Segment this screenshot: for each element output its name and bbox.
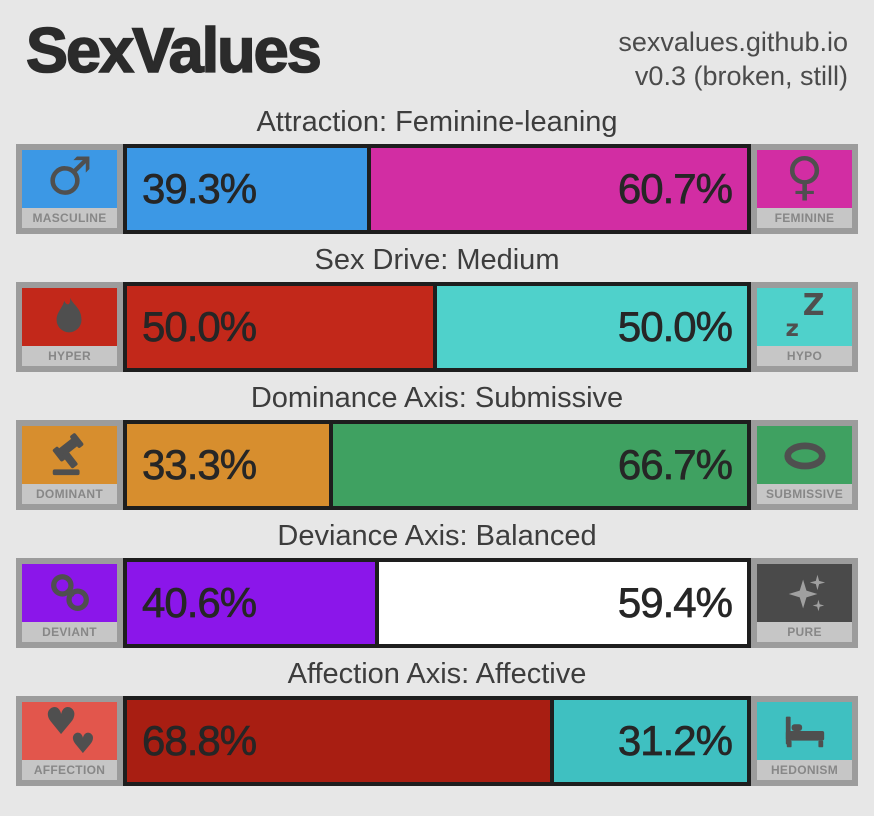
header: SexValues sexvalues.github.io v0.3 (brok… xyxy=(0,10,874,104)
sex-drive-bar: 50.0% 50.0% xyxy=(123,281,751,372)
dominant-endpoint: DOMINANT xyxy=(16,419,123,510)
endpoint-label: DEVIANT xyxy=(22,621,117,642)
endpoint-label: DOMINANT xyxy=(22,483,117,504)
handcuffs-icon xyxy=(22,563,117,622)
hedonism-endpoint: HEDONISM xyxy=(751,695,858,786)
bar-right-segment: 50.0% xyxy=(437,285,747,368)
attraction-bar: 39.3% 60.7% xyxy=(123,143,751,234)
bar-left-segment: 40.6% xyxy=(127,561,379,644)
axis-title: Sex Drive: Medium xyxy=(314,243,560,276)
site-version: v0.3 (broken, still) xyxy=(634,60,848,91)
bar-left-segment: 68.8% xyxy=(127,699,554,782)
collar-icon xyxy=(757,425,852,484)
bar-right-segment: 66.7% xyxy=(333,423,747,506)
right-percent: 66.7% xyxy=(617,440,734,488)
left-percent: 33.3% xyxy=(142,440,258,488)
submissive-endpoint: SUBMISSIVE xyxy=(751,419,858,510)
right-percent: 31.2% xyxy=(617,716,734,764)
left-percent: 50.0% xyxy=(142,302,258,350)
gavel-icon xyxy=(22,425,117,484)
sparkles-icon xyxy=(757,563,852,622)
endpoint-label: HYPER xyxy=(22,345,117,366)
left-percent: 68.8% xyxy=(142,716,258,764)
male-symbol: ♂ xyxy=(46,149,93,207)
axis-dominance: Dominance Axis: Submissive DOMINANT xyxy=(16,382,858,510)
endpoint-label: MASCULINE xyxy=(22,207,117,228)
deviance-bar: 40.6% 59.4% xyxy=(123,557,751,648)
site-title: SexValues xyxy=(25,16,322,86)
fire-icon xyxy=(22,287,117,346)
endpoint-label: FEMININE xyxy=(757,207,852,228)
female-symbol: ♀ xyxy=(785,149,824,207)
site-meta: sexvalues.github.io v0.3 (broken, still) xyxy=(618,26,848,94)
bar-left-segment: 33.3% xyxy=(127,423,334,506)
dominance-bar: 33.3% 66.7% xyxy=(123,419,751,510)
endpoint-label: HEDONISM xyxy=(757,759,852,780)
male-icon: ♂ xyxy=(22,149,117,208)
site-url: sexvalues.github.io xyxy=(618,27,848,57)
pure-endpoint: PURE xyxy=(751,557,858,648)
female-icon: ♀ xyxy=(757,149,852,208)
hearts-icon: ♥ ♥ xyxy=(22,701,117,760)
right-percent: 59.4% xyxy=(617,578,734,626)
endpoint-label: PURE xyxy=(757,621,852,642)
axis-row: DEVIANT 40.6% 59.4% PURE xyxy=(16,557,858,648)
masculine-endpoint: ♂ MASCULINE xyxy=(16,143,123,234)
axis-row: ♥ ♥ AFFECTION 68.8% 31.2% H xyxy=(16,695,858,786)
right-percent: 60.7% xyxy=(617,164,734,212)
feminine-endpoint: ♀ FEMININE xyxy=(751,143,858,234)
affection-bar: 68.8% 31.2% xyxy=(123,695,751,786)
axis-title: Dominance Axis: Submissive xyxy=(250,381,624,414)
hearts-glyph: ♥ ♥ xyxy=(44,701,96,760)
left-percent: 40.6% xyxy=(142,578,258,626)
affection-endpoint: ♥ ♥ AFFECTION xyxy=(16,695,123,786)
endpoint-label: SUBMISSIVE xyxy=(757,483,852,504)
axis-title: Attraction: Feminine-leaning xyxy=(256,105,618,138)
left-percent: 39.3% xyxy=(142,164,258,212)
bar-right-segment: 59.4% xyxy=(378,561,747,644)
axis-affection: Affection Axis: Affective ♥ ♥ AFFECTION 6… xyxy=(16,658,858,786)
endpoint-label: HYPO xyxy=(757,345,852,366)
axis-row: ♂ MASCULINE 39.3% 60.7% ♀ FEMININE xyxy=(16,143,858,234)
axis-row: DOMINANT 33.3% 66.7% SUBMISSIVE xyxy=(16,419,858,510)
endpoint-label: AFFECTION xyxy=(22,759,117,780)
bar-left-segment: 50.0% xyxy=(127,285,437,368)
right-percent: 50.0% xyxy=(617,302,734,350)
bar-right-segment: 60.7% xyxy=(370,147,747,230)
bar-left-segment: 39.3% xyxy=(127,147,371,230)
axis-title: Affection Axis: Affective xyxy=(287,657,587,690)
hyper-endpoint: HYPER xyxy=(16,281,123,372)
axis-attraction: Attraction: Feminine-leaning ♂ MASCULINE… xyxy=(16,106,858,234)
axis-deviance: Deviance Axis: Balanced DEVIANT 40.6% 59… xyxy=(16,520,858,648)
axis-title: Deviance Axis: Balanced xyxy=(277,519,597,552)
deviant-endpoint: DEVIANT xyxy=(16,557,123,648)
bar-right-segment: 31.2% xyxy=(553,699,747,782)
bed-icon xyxy=(757,701,852,760)
